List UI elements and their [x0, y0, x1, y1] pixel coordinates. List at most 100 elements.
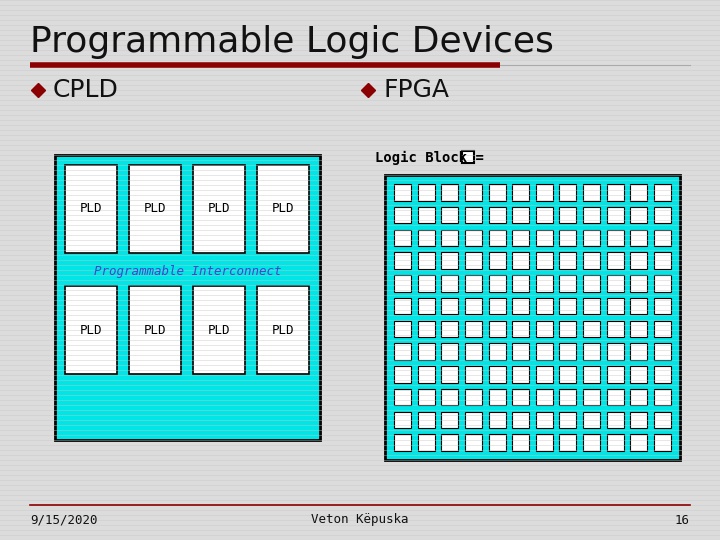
Text: Programmable Logic Devices: Programmable Logic Devices [30, 25, 554, 59]
Bar [654, 298, 671, 314]
Bar [395, 389, 411, 406]
Bar [489, 252, 505, 269]
Bar [583, 298, 600, 314]
Bar [395, 343, 411, 360]
Bar [536, 230, 553, 246]
Bar [489, 343, 505, 360]
Text: Veton Këpuska: Veton Këpuska [311, 514, 409, 526]
Bar [559, 343, 577, 360]
Bar [536, 343, 553, 360]
Bar [489, 435, 505, 451]
Bar [193, 286, 245, 374]
Bar [583, 366, 600, 382]
Bar [654, 389, 671, 406]
Bar [606, 207, 624, 224]
Bar [630, 184, 647, 200]
Bar [606, 343, 624, 360]
Bar [559, 275, 577, 292]
Bar [395, 435, 411, 451]
Bar [489, 230, 505, 246]
Bar [654, 252, 671, 269]
Bar [418, 230, 435, 246]
Bar [536, 252, 553, 269]
Text: PLD: PLD [144, 202, 166, 215]
Bar [630, 275, 647, 292]
Bar [654, 207, 671, 224]
Bar [418, 411, 435, 428]
Bar [630, 252, 647, 269]
Bar [606, 298, 624, 314]
Bar [630, 230, 647, 246]
Bar [489, 184, 505, 200]
Bar [465, 230, 482, 246]
Bar [465, 389, 482, 406]
Bar [465, 435, 482, 451]
Bar [489, 207, 505, 224]
Bar [193, 165, 245, 253]
Bar [395, 207, 411, 224]
Bar [55, 155, 320, 440]
Bar [395, 411, 411, 428]
Bar [512, 275, 529, 292]
Bar [489, 366, 505, 382]
Text: 9/15/2020: 9/15/2020 [30, 514, 97, 526]
Bar [395, 275, 411, 292]
Bar [441, 252, 459, 269]
Bar [489, 321, 505, 337]
Bar [654, 275, 671, 292]
Bar [418, 321, 435, 337]
Bar [395, 252, 411, 269]
Bar [395, 321, 411, 337]
Bar [654, 411, 671, 428]
Bar [385, 175, 680, 460]
Bar [654, 230, 671, 246]
Bar [465, 252, 482, 269]
Bar [512, 230, 529, 246]
Bar [512, 321, 529, 337]
Bar [583, 252, 600, 269]
Bar [462, 151, 474, 163]
Bar [630, 343, 647, 360]
Text: PLD: PLD [208, 202, 230, 215]
Text: CPLD: CPLD [53, 78, 119, 102]
Bar [395, 298, 411, 314]
Bar [441, 435, 459, 451]
Bar [630, 411, 647, 428]
Bar [512, 343, 529, 360]
Bar [559, 389, 577, 406]
Bar [395, 366, 411, 382]
Bar [129, 286, 181, 374]
Bar [418, 275, 435, 292]
Bar [536, 435, 553, 451]
Text: PLD: PLD [80, 323, 102, 336]
Bar [559, 435, 577, 451]
Bar [512, 435, 529, 451]
Bar [606, 411, 624, 428]
Bar [630, 321, 647, 337]
Text: PLD: PLD [80, 202, 102, 215]
Bar [441, 366, 459, 382]
Bar [536, 389, 553, 406]
Bar [512, 411, 529, 428]
Bar [129, 165, 181, 253]
Bar [512, 252, 529, 269]
Bar [606, 366, 624, 382]
Bar [465, 343, 482, 360]
Bar [441, 184, 459, 200]
Bar [418, 207, 435, 224]
Bar [606, 389, 624, 406]
Bar [418, 252, 435, 269]
Bar [630, 366, 647, 382]
Bar [583, 184, 600, 200]
Bar [559, 207, 577, 224]
Bar [583, 321, 600, 337]
Bar [512, 389, 529, 406]
Bar [583, 411, 600, 428]
Bar [465, 184, 482, 200]
Bar [441, 298, 459, 314]
Bar [441, 321, 459, 337]
Bar [606, 275, 624, 292]
Bar [630, 298, 647, 314]
Bar [489, 298, 505, 314]
Bar [512, 298, 529, 314]
